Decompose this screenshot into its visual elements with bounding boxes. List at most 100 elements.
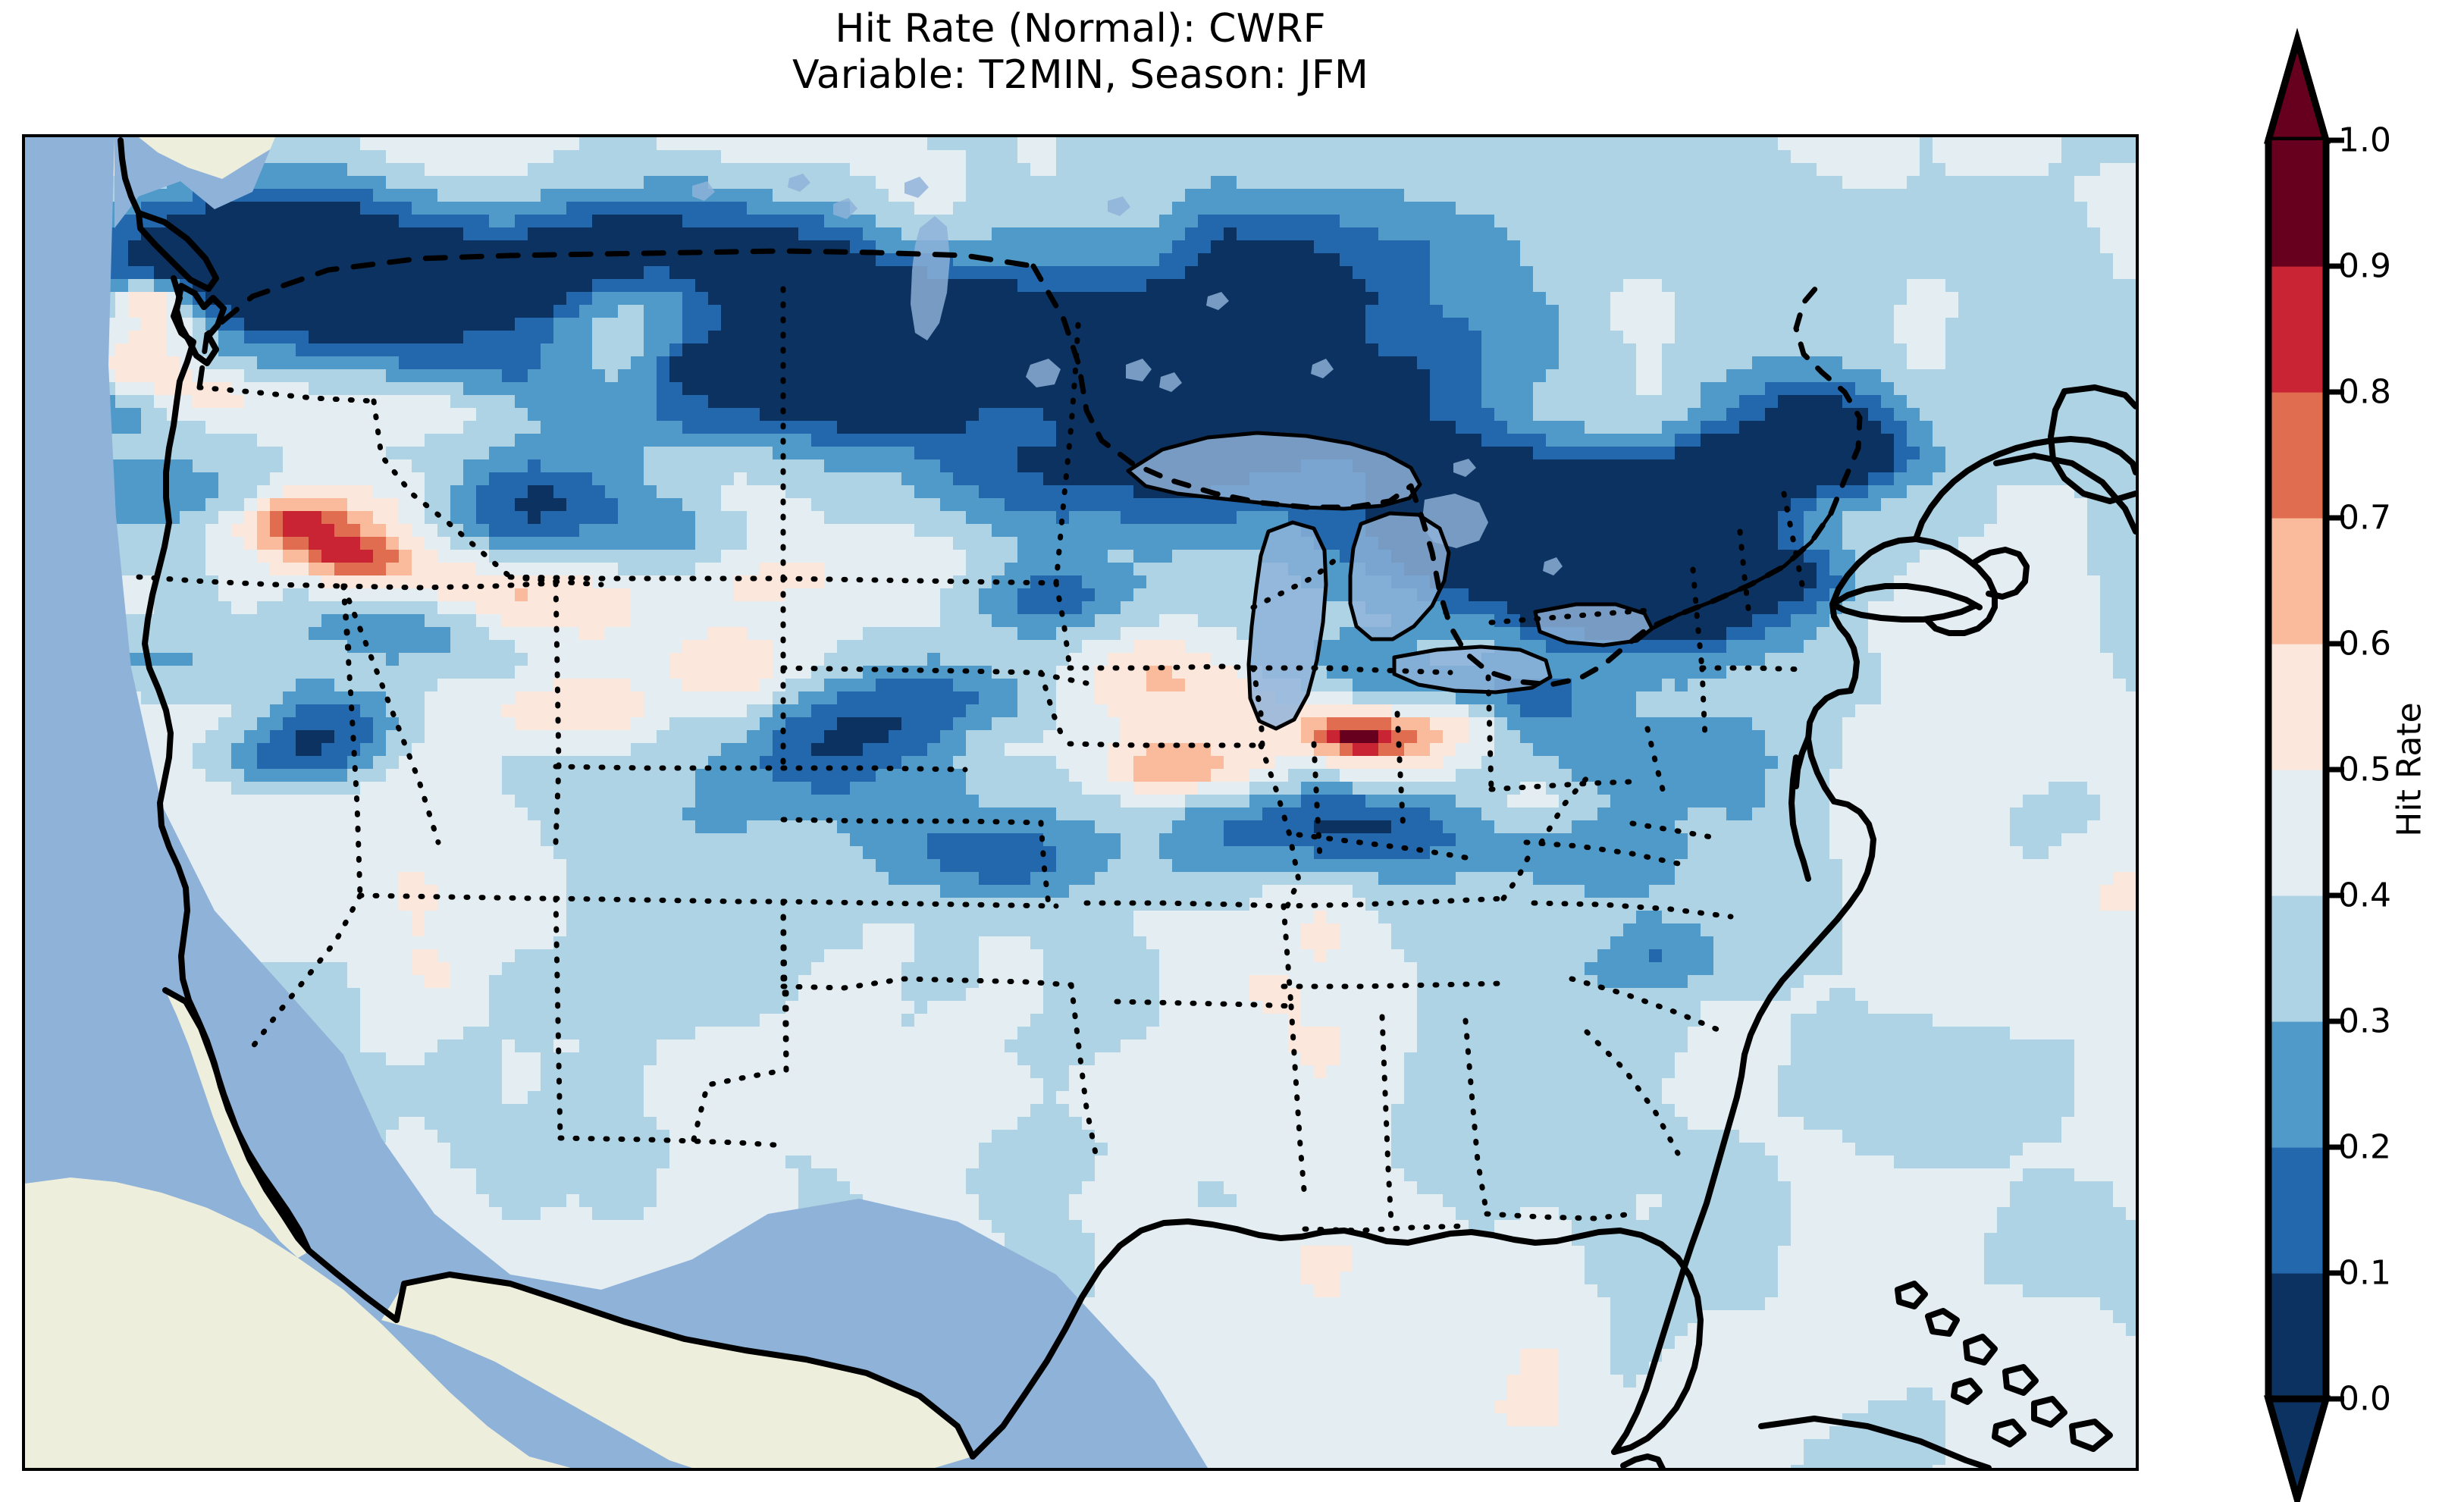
data-cell: [979, 215, 992, 228]
data-cell: [309, 189, 322, 202]
data-cell: [811, 511, 825, 525]
data-cell: [515, 150, 528, 164]
data-cell: [1868, 266, 1882, 280]
data-cell: [657, 176, 670, 190]
data-cell: [1610, 253, 1624, 267]
data-cell: [901, 318, 915, 331]
data-cell: [1817, 498, 1830, 512]
data-cell: [811, 369, 825, 383]
data-cell: [2126, 163, 2136, 177]
data-cell: [1829, 202, 1843, 215]
data-cell: [437, 176, 451, 190]
data-cell: [1933, 202, 1946, 215]
data-cell: [1030, 343, 1044, 357]
data-cell: [1958, 137, 1972, 151]
data-cell: [1185, 202, 1199, 215]
data-cell: [695, 472, 709, 486]
data-cell: [231, 511, 245, 525]
data-cell: [979, 331, 992, 344]
data-cell: [450, 240, 464, 254]
data-cell: [1481, 215, 1495, 228]
data-cell: [115, 318, 129, 331]
data-cell: [876, 215, 889, 228]
data-cell: [1533, 150, 1547, 164]
data-cell: [657, 511, 670, 525]
data-cell: [1572, 266, 1585, 280]
data-cell: [901, 202, 915, 215]
data-cell: [1855, 343, 1869, 357]
data-cell: [798, 485, 812, 499]
data-cell: [1933, 163, 1946, 177]
data-cell: [231, 382, 245, 396]
data-cell: [1262, 227, 1276, 241]
data-cell: [257, 524, 271, 538]
data-cell: [2074, 318, 2088, 331]
data-cell: [1933, 511, 1946, 525]
data-cell: [1842, 150, 1856, 164]
data-cell: [811, 524, 825, 538]
data-cell: [1146, 163, 1160, 177]
data-cell: [1353, 292, 1366, 306]
data-cell: [1095, 163, 1108, 177]
data-cell: [992, 382, 1005, 396]
data-cell: [1804, 150, 1817, 164]
data-cell: [1108, 331, 1121, 344]
data-cell: [721, 382, 735, 396]
data-cell: [283, 421, 296, 434]
data-cell: [1933, 331, 1946, 344]
data-cell: [1043, 343, 1057, 357]
data-cell: [992, 227, 1005, 241]
data-cell: [1069, 447, 1083, 460]
data-cell: [463, 137, 477, 151]
data-cell: [798, 163, 812, 177]
data-cell: [1804, 511, 1817, 525]
data-cell: [1778, 318, 1792, 331]
data-cell: [579, 189, 593, 202]
data-cell: [1739, 189, 1753, 202]
data-cell: [850, 356, 864, 370]
data-cell: [476, 447, 490, 460]
data-cell: [1572, 382, 1585, 396]
data-cell: [1804, 227, 1817, 241]
data-cell: [1262, 305, 1276, 318]
data-cell: [901, 395, 915, 409]
data-cell: [1829, 189, 1843, 202]
data-cell: [334, 202, 348, 215]
data-cell: [1340, 279, 1353, 293]
data-cell: [1804, 253, 1817, 267]
data-cell: [1520, 253, 1534, 267]
data-cell: [1739, 215, 1753, 228]
data-cell: [953, 408, 967, 422]
data-cell: [205, 472, 219, 486]
data-cell: [1739, 318, 1753, 331]
data-cell: [502, 356, 516, 370]
data-cell: [115, 240, 129, 254]
data-cell: [1224, 408, 1237, 422]
data-cell: [2010, 421, 2024, 434]
data-cell: [528, 421, 541, 434]
data-cell: [1907, 395, 1920, 409]
data-cell: [566, 498, 580, 512]
data-cell: [605, 382, 619, 396]
data-cell: [1662, 421, 1676, 434]
data-cell: [1572, 408, 1585, 422]
data-cell: [1262, 408, 1276, 422]
data-cell: [283, 395, 296, 409]
data-cell: [231, 459, 245, 473]
data-cell: [1108, 382, 1121, 396]
data-cell: [1005, 163, 1018, 177]
data-cell: [1159, 331, 1173, 344]
data-cell: [1791, 511, 1804, 525]
data-cell: [218, 266, 232, 280]
data-cell: [1765, 215, 1779, 228]
data-cell: [592, 395, 606, 409]
data-cell: [257, 318, 271, 331]
data-cell: [2087, 318, 2101, 331]
data-cell: [901, 137, 915, 151]
data-cell: [1159, 279, 1173, 293]
data-cell: [760, 215, 773, 228]
data-cell: [1842, 137, 1856, 151]
data-cell: [244, 459, 258, 473]
data-cell: [734, 382, 748, 396]
data-cell: [296, 189, 309, 202]
